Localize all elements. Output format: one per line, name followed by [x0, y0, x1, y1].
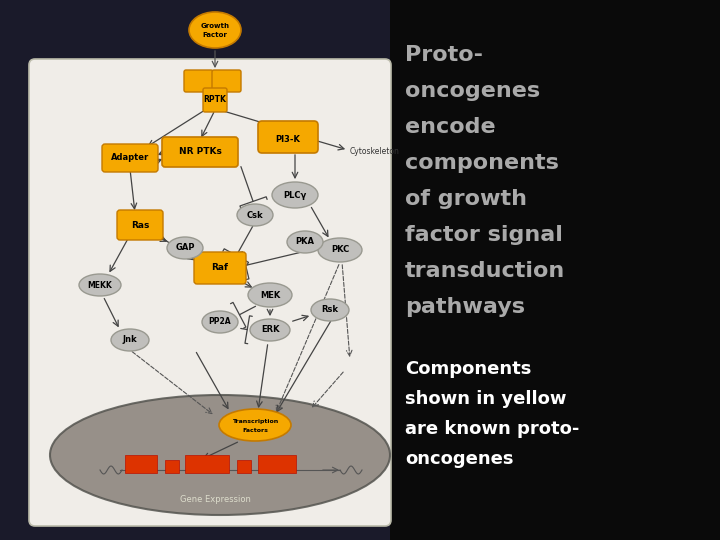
FancyBboxPatch shape	[194, 252, 246, 284]
Text: pathways: pathways	[405, 297, 525, 317]
Text: encode: encode	[405, 117, 495, 137]
Text: RPTK: RPTK	[204, 96, 226, 105]
Ellipse shape	[202, 311, 238, 333]
Text: Factor: Factor	[202, 32, 228, 38]
FancyBboxPatch shape	[184, 70, 213, 92]
Text: oncogenes: oncogenes	[405, 81, 540, 101]
Bar	[237, 460, 251, 473]
Text: ERK: ERK	[261, 326, 279, 334]
Ellipse shape	[287, 231, 323, 253]
Ellipse shape	[272, 182, 318, 208]
FancyBboxPatch shape	[117, 210, 163, 240]
Ellipse shape	[50, 395, 390, 515]
Ellipse shape	[237, 204, 273, 226]
Text: Gene Expression: Gene Expression	[179, 496, 251, 504]
Text: of growth: of growth	[405, 189, 527, 209]
FancyBboxPatch shape	[102, 144, 158, 172]
FancyBboxPatch shape	[258, 121, 318, 153]
Text: MEK: MEK	[260, 291, 280, 300]
FancyBboxPatch shape	[212, 70, 241, 92]
Text: Rsk: Rsk	[322, 306, 338, 314]
Bar	[185, 455, 229, 473]
Text: Components: Components	[405, 360, 531, 378]
Text: shown in yellow: shown in yellow	[405, 390, 567, 408]
Ellipse shape	[250, 319, 290, 341]
Text: components: components	[405, 153, 559, 173]
Ellipse shape	[318, 238, 362, 262]
Text: Jnk: Jnk	[122, 335, 138, 345]
Text: PKA: PKA	[295, 238, 315, 246]
Ellipse shape	[248, 283, 292, 307]
Text: Proto-: Proto-	[405, 45, 483, 65]
Text: Raf: Raf	[212, 264, 228, 273]
Text: transduction: transduction	[405, 261, 565, 281]
FancyBboxPatch shape	[162, 137, 238, 167]
Text: GAP: GAP	[175, 244, 194, 253]
Text: Cytoskeleton: Cytoskeleton	[350, 147, 400, 157]
Text: Adapter: Adapter	[111, 153, 149, 163]
Text: MEKK: MEKK	[88, 280, 112, 289]
Ellipse shape	[311, 299, 349, 321]
Ellipse shape	[189, 12, 241, 48]
Bar	[125, 455, 157, 473]
Text: Csk: Csk	[247, 211, 264, 219]
Text: Growth: Growth	[200, 23, 230, 29]
Text: NR PTKs: NR PTKs	[179, 147, 222, 157]
Text: Transcription: Transcription	[232, 418, 278, 423]
Text: Ras: Ras	[131, 220, 149, 230]
Text: Factors: Factors	[242, 428, 268, 433]
Bar	[0, 0, 390, 540]
Text: PLCγ: PLCγ	[284, 191, 307, 199]
Text: oncogenes: oncogenes	[405, 450, 513, 468]
FancyBboxPatch shape	[203, 88, 227, 112]
Bar	[258, 455, 296, 473]
Text: are known proto-: are known proto-	[405, 420, 580, 438]
Text: PKC: PKC	[331, 246, 349, 254]
Bar	[165, 460, 179, 473]
Ellipse shape	[111, 329, 149, 351]
FancyBboxPatch shape	[29, 59, 391, 526]
Bar	[390, 0, 720, 540]
Ellipse shape	[167, 237, 203, 259]
Text: PP2A: PP2A	[209, 318, 231, 327]
Text: factor signal: factor signal	[405, 225, 563, 245]
Ellipse shape	[219, 409, 291, 441]
Text: PI3-K: PI3-K	[276, 136, 300, 145]
Ellipse shape	[79, 274, 121, 296]
